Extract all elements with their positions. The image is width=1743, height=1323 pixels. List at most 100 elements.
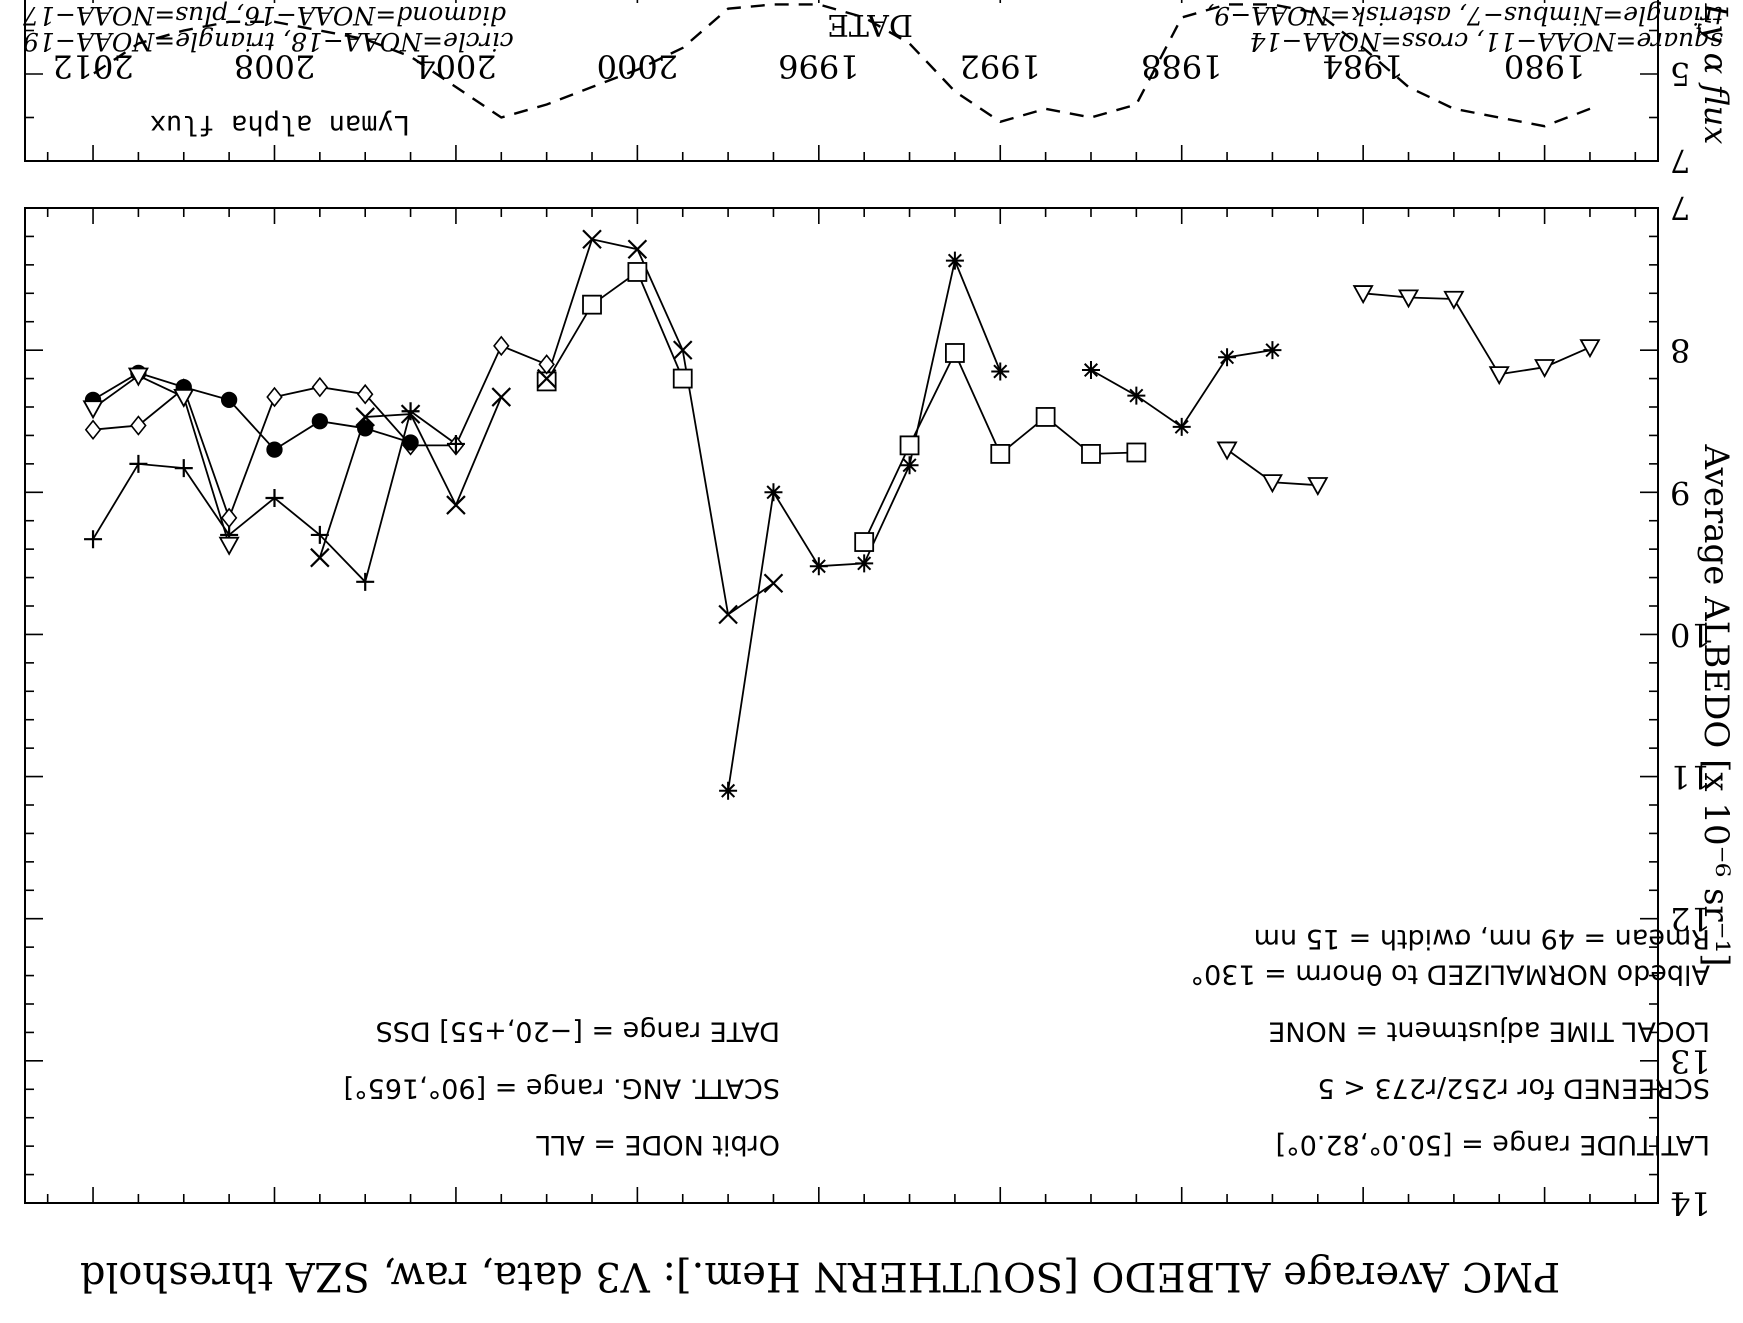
diamond-marker <box>356 383 374 405</box>
triangle-marker <box>1261 474 1283 494</box>
x-tick-label: 1984 <box>1322 47 1403 85</box>
cross-marker <box>536 368 557 389</box>
main-plot-ticks <box>25 207 1658 1204</box>
triangle-marker <box>1579 339 1601 359</box>
cross-series-line <box>545 238 775 617</box>
triangle-marker <box>1397 289 1420 309</box>
lyman-series-label: Lyman alpha flux <box>150 109 410 140</box>
square-marker <box>899 435 920 456</box>
cross-marker <box>491 387 512 407</box>
plus-marker <box>84 530 103 549</box>
annotation-latitude: LATITUDE range = [50.0°,82.0°] <box>1276 1129 1710 1160</box>
cross-marker <box>718 604 738 625</box>
circle-marker <box>402 434 419 451</box>
triangle-marker <box>173 388 195 408</box>
asterisk-marker <box>1218 348 1237 367</box>
asterisk-marker <box>719 781 738 800</box>
cross-marker <box>446 495 466 515</box>
asterisk-marker <box>945 251 964 270</box>
main-y-tick-labels: 7 8 9 10 11 12 13 14 <box>1670 189 1711 1222</box>
legend-right-line2: square=NOAA−11, cross=NOAA−14 <box>1249 27 1723 56</box>
cross-marker <box>582 229 602 250</box>
square-marker <box>582 294 602 315</box>
asterisk-marker <box>1172 417 1191 436</box>
triangle-series-line <box>1363 292 1591 376</box>
x-tick-labels: 1980 1984 1988 1992 1996 2000 2004 2008 2012 <box>52 47 1585 85</box>
main-plot-frame <box>24 207 1659 1204</box>
plus-marker <box>129 454 148 473</box>
lyman-y-tick-label: 7 <box>1670 142 1690 180</box>
annotation-date-range: DATE range = [−20,+55] DSS <box>376 1015 780 1046</box>
main-y-axis-label: Average ALBEDO [x 10⁻⁶ sr⁻¹] <box>1696 443 1736 966</box>
asterisk-marker <box>1263 341 1282 360</box>
legend-left-line1: diamond=NOAA−16, plus=NOAA−17 <box>23 1 506 30</box>
annotation-scatt: SCATT. ANG. range = [90°,165°] <box>344 1072 780 1103</box>
circle-marker <box>357 420 374 437</box>
cross-series-line <box>318 396 503 558</box>
square-marker <box>1126 442 1147 463</box>
main-y-tick-label: 8 <box>1670 331 1690 369</box>
x-tick-label: 2008 <box>234 47 315 85</box>
asterisk-marker <box>855 554 874 573</box>
lyman-y-tick-label: 3 <box>1670 0 1690 6</box>
diamond-marker <box>493 335 510 357</box>
diamond-marker <box>311 376 329 398</box>
cross-marker <box>763 573 784 594</box>
lyman-plot-ticks <box>25 0 1658 162</box>
x-tick-label: 2012 <box>52 47 133 85</box>
diamond-marker <box>538 354 555 375</box>
main-y-tick-label: 7 <box>1670 189 1690 227</box>
square-marker <box>627 262 648 282</box>
triangle-marker <box>82 400 104 420</box>
legend-right-line1: triangle=Nimbus−7, asterisk=NOAA−9, <box>1206 1 1723 30</box>
annotation-normalized: Albedo NORMALIZED to θnorm = 130° <box>1191 959 1710 990</box>
lyman-y-tick-label: 5 <box>1670 55 1690 93</box>
square-marker <box>1035 407 1056 427</box>
x-tick-label: 1980 <box>1504 47 1585 85</box>
circle-marker <box>311 413 328 430</box>
plus-marker <box>401 402 420 421</box>
lyman-y-axis-label: Ly α flux <box>1697 3 1735 145</box>
square-marker <box>854 532 875 552</box>
x-tick-label: 1996 <box>778 47 859 85</box>
x-tick-label: 1992 <box>960 47 1041 85</box>
legend-left-line2: circle=NOAA−18, triangle=NOAA−19 <box>23 27 514 56</box>
diamond-marker <box>84 419 102 441</box>
diamond-marker <box>266 386 283 408</box>
lyman-y-tick-labels: 3 5 7 <box>1670 0 1690 180</box>
triangle-marker <box>1488 366 1510 386</box>
main-y-tick-label: 10 <box>1670 615 1711 653</box>
main-y-tick-label: 11 <box>1670 758 1711 796</box>
diamond-marker <box>220 507 238 529</box>
albedo-series <box>82 229 1601 800</box>
triangle-series-line <box>92 374 230 546</box>
square-series-line <box>545 270 684 382</box>
asterisk-marker <box>1127 386 1146 405</box>
annotation-screened: SCREENED for r252/r273 < 5 <box>1317 1072 1710 1103</box>
square-marker <box>945 343 965 363</box>
annotation-rmean: Rmean = 49 nm, σwidth = 15 nm <box>1254 923 1710 954</box>
plus-marker <box>310 525 329 544</box>
asterisk-marker <box>900 456 919 475</box>
main-y-tick-label: 14 <box>1670 1184 1711 1222</box>
circle-marker <box>266 441 283 458</box>
cross-marker <box>672 340 693 360</box>
asterisk-series-line <box>727 257 1002 791</box>
main-y-tick-label: 9 <box>1670 473 1690 511</box>
asterisk-marker <box>764 483 783 502</box>
annotation-local-time: LOCAL TIME adjustment = NONE <box>1268 1015 1710 1046</box>
asterisk-marker <box>809 557 828 576</box>
x-tick-label: 2004 <box>415 47 496 85</box>
cross-marker <box>310 547 330 568</box>
square-marker <box>1081 444 1101 464</box>
plus-marker <box>265 488 284 507</box>
main-y-tick-label: 13 <box>1670 1042 1711 1080</box>
plus-marker <box>356 572 375 591</box>
plus-marker <box>174 459 193 478</box>
plus-marker <box>446 434 465 453</box>
triangle-marker <box>1352 285 1374 305</box>
circle-series-line <box>92 371 411 451</box>
main-y-tick-label: 12 <box>1670 900 1711 938</box>
asterisk-marker <box>1081 361 1100 380</box>
